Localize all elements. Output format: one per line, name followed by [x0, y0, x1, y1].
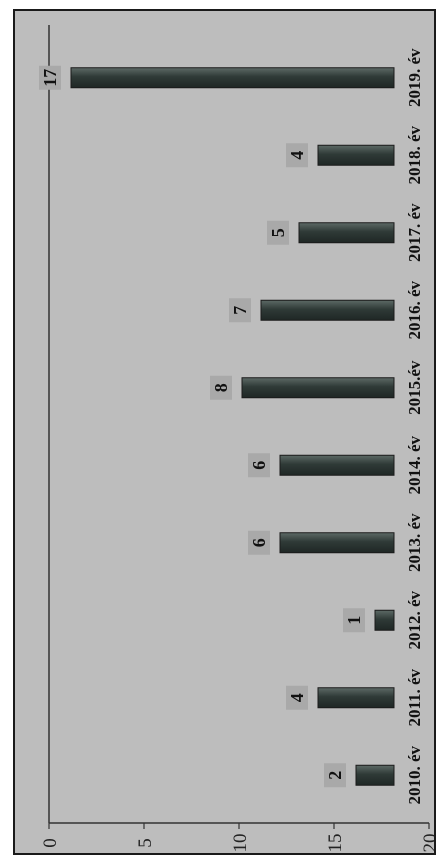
data-label-box: [267, 220, 289, 245]
data-label: 4: [287, 693, 307, 702]
bar: [260, 299, 395, 321]
data-label-box: [248, 530, 270, 555]
data-label: 6: [249, 538, 269, 547]
bar: [317, 144, 395, 166]
data-label-box: [39, 65, 61, 90]
data-label: 8: [211, 383, 231, 392]
category-label: 2017. év: [405, 203, 424, 262]
data-label: 7: [230, 306, 250, 315]
bar: [374, 609, 395, 631]
value-tick-label: 5: [135, 838, 156, 848]
data-label: 4: [287, 151, 307, 160]
value-tick-label: 10: [230, 834, 251, 853]
data-label-box: [248, 453, 270, 478]
data-label-box: [286, 143, 308, 168]
bar: [279, 454, 395, 476]
category-label: 2014. év: [405, 435, 424, 494]
category-label: 2019. év: [405, 48, 424, 107]
bar: [298, 222, 395, 244]
data-label: 2: [325, 771, 345, 780]
category-label: 2010. év: [405, 745, 424, 804]
data-label: 5: [268, 228, 288, 237]
chart-frame: 0 5 10 15 20 2 4 1 6 6 8 7 5 4 17 2010. év 2011. év 2012.…: [13, 9, 436, 855]
data-label-box: [229, 298, 251, 323]
bar-chart: 0 5 10 15 20 2 4 1 6 6 8 7 5 4 17 2010. év 2011. év 2012.…: [39, 25, 434, 853]
category-label: 2012. év: [405, 590, 424, 649]
category-label: 2011. év: [405, 668, 424, 726]
category-label: 2018. év: [405, 125, 424, 184]
data-label: 1: [344, 616, 364, 625]
category-label: 2015.év: [405, 360, 424, 415]
category-label: 2013. év: [405, 513, 424, 572]
bar: [317, 687, 395, 709]
data-label-box: [324, 763, 346, 788]
value-tick-label: 20: [420, 834, 434, 853]
bar: [70, 67, 395, 89]
data-label-box: [210, 375, 232, 400]
category-label: 2016. év: [405, 280, 424, 339]
value-tick-label: 0: [40, 838, 61, 848]
bar: [241, 377, 395, 399]
bar: [355, 764, 395, 786]
value-tick-label: 15: [325, 834, 346, 853]
data-label-box: [286, 685, 308, 710]
data-label: 17: [40, 69, 60, 87]
data-label: 6: [249, 461, 269, 470]
bar: [279, 532, 395, 554]
data-label-box: [343, 608, 365, 633]
